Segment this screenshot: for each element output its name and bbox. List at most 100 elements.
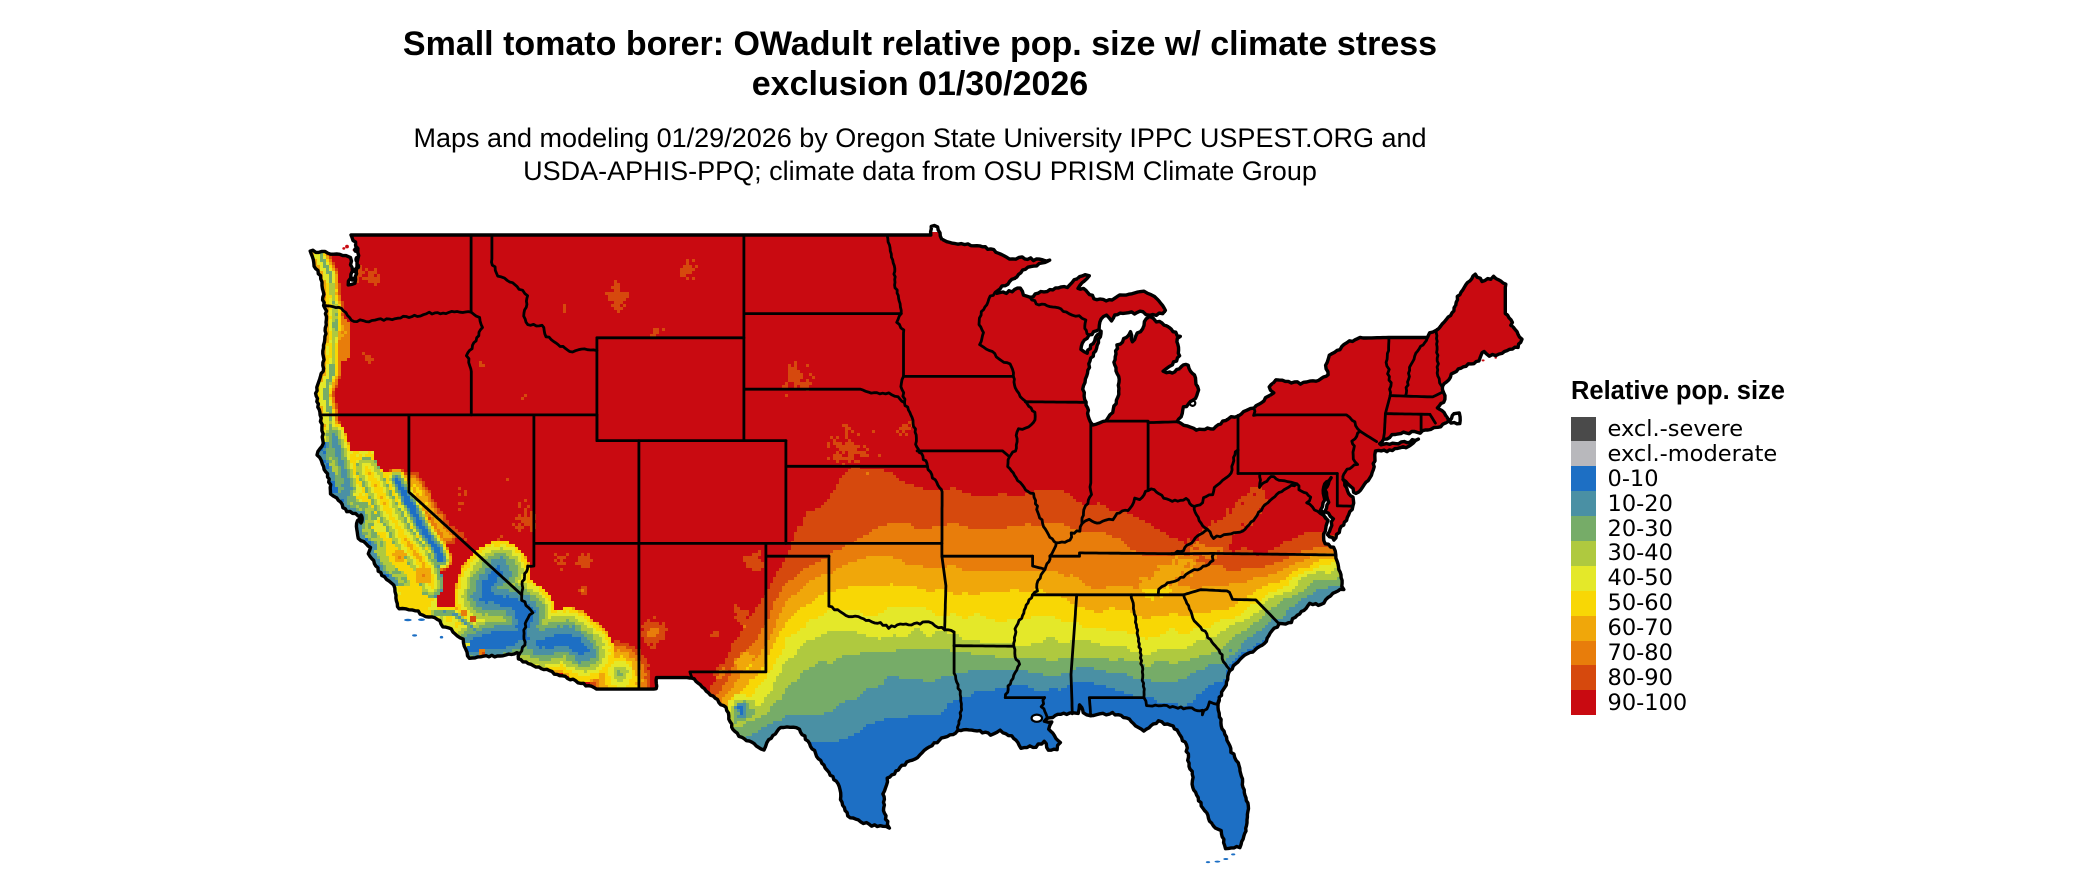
raster-cell: [1325, 571, 1331, 574]
raster-cell: [497, 538, 500, 541]
raster-cell: [329, 331, 332, 334]
raster-cell: [425, 493, 431, 496]
raster-cell: [596, 667, 602, 670]
raster-cell: [590, 682, 596, 685]
raster-cell: [383, 562, 392, 565]
raster-cell: [398, 580, 404, 583]
raster-cell: [1448, 316, 1508, 319]
state-border: [940, 554, 948, 632]
raster-cell: [461, 610, 467, 613]
raster-cell: [443, 589, 455, 592]
raster-cell: [341, 484, 350, 487]
raster-cell: [737, 658, 752, 661]
raster-cell: [932, 610, 1094, 613]
raster-cell: [839, 460, 848, 463]
state-border: [903, 401, 929, 468]
raster-cell: [530, 592, 539, 595]
raster-cell: [536, 625, 557, 628]
raster-cell: [1190, 613, 1241, 616]
raster-cell: [392, 571, 401, 574]
raster-cell: [755, 703, 761, 706]
raster-cell: [1127, 673, 1190, 676]
raster-cell: [473, 559, 479, 562]
raster-cell: [374, 283, 377, 286]
raster-cell: [365, 466, 368, 469]
raster-cell: [326, 328, 329, 331]
raster-cell: [1121, 538, 1178, 541]
raster-cell: [401, 472, 404, 475]
raster-cell: [1127, 646, 1187, 649]
state-border: [952, 644, 963, 733]
raster-cell: [1181, 367, 1190, 370]
raster-cell: [995, 655, 1199, 658]
raster-cell: [434, 577, 437, 580]
raster-cell: [845, 463, 1373, 466]
raster-cell: [449, 553, 452, 556]
raster-cell: [806, 379, 809, 382]
raster-cell: [326, 301, 329, 304]
raster-cell: [533, 529, 797, 532]
raster-cell: [374, 550, 386, 553]
raster-cell: [365, 535, 371, 538]
raster-cell: [1139, 727, 1148, 730]
raster-cell: [947, 523, 959, 526]
raster-cell: [353, 451, 359, 454]
raster-cell: [596, 649, 599, 652]
raster-cell: [431, 571, 434, 574]
raster-cell: [350, 340, 1082, 343]
raster-cell: [803, 520, 1145, 523]
raster-cell: [326, 355, 332, 358]
raster-cell: [374, 451, 836, 454]
raster-cell: [326, 385, 329, 388]
raster-cell: [773, 703, 839, 706]
raster-cell: [428, 514, 431, 517]
raster-cell: [326, 349, 329, 352]
raster-cell: [395, 499, 398, 502]
raster-cell: [761, 568, 779, 571]
raster-cell: [1154, 661, 1169, 664]
state-border: [827, 604, 946, 632]
raster-cell: [1031, 643, 1100, 646]
raster-cell: [914, 424, 1184, 427]
raster-cell: [467, 607, 473, 610]
raster-cell: [410, 511, 416, 514]
raster-cell: [347, 475, 350, 478]
raster-cell: [767, 658, 776, 661]
raster-cell: [332, 379, 335, 382]
raster-cell: [326, 364, 329, 367]
raster-cell: [392, 574, 407, 577]
raster-cell: [368, 478, 377, 481]
raster-cell: [506, 559, 515, 562]
raster-cell: [1178, 631, 1190, 634]
raster-cell: [422, 523, 425, 526]
raster-cell: [737, 733, 752, 736]
raster-cell: [1196, 793, 1244, 796]
raster-cell: [797, 574, 821, 577]
raster-cell: [461, 493, 464, 496]
raster-cell: [380, 508, 383, 511]
raster-cell: [329, 259, 332, 262]
raster-cell: [362, 352, 365, 355]
raster-cell: [317, 391, 320, 394]
legend-swatch: [1571, 690, 1596, 716]
raster-cell: [1337, 349, 1508, 352]
raster-cell: [842, 793, 884, 796]
raster-cell: [383, 484, 386, 487]
raster-cell: [1031, 616, 1055, 619]
raster-cell: [365, 352, 1094, 355]
legend-swatch: [1571, 590, 1596, 616]
raster-cell: [1235, 634, 1253, 637]
raster-cell: [335, 373, 338, 376]
raster-cell: [449, 532, 452, 535]
raster-cell: [1283, 568, 1298, 571]
raster-cell: [323, 430, 326, 433]
raster-cell: [443, 556, 446, 559]
raster-cell: [1118, 295, 1154, 298]
raster-cell: [839, 436, 845, 439]
raster-cell: [350, 355, 365, 358]
raster-cell: [431, 604, 437, 607]
raster-cell: [770, 652, 782, 655]
raster-cell: [629, 292, 1022, 295]
raster-cell: [1331, 352, 1481, 355]
raster-cell: [1253, 634, 1268, 637]
